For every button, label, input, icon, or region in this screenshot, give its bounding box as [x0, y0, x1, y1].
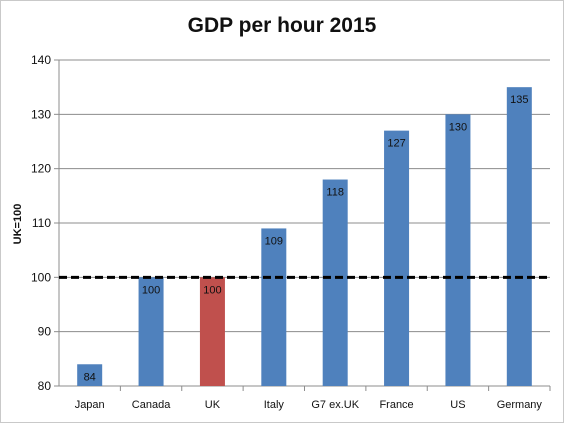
data-label: 109	[265, 235, 283, 247]
data-label: 127	[387, 138, 405, 150]
bar-italy	[261, 228, 287, 386]
x-tick-label: US	[450, 399, 465, 411]
x-tick-label: Italy	[264, 399, 285, 411]
x-tick-label: France	[379, 399, 413, 411]
y-tick-label: 130	[31, 107, 51, 121]
label-layer: Japan 84 Canada 100 UK 100 Italy 109 G7 ex.UK 118…	[75, 94, 543, 411]
y-tick-label: 110	[32, 216, 51, 230]
x-tick-label: Canada	[132, 399, 171, 411]
data-label: 84	[84, 371, 96, 383]
grid-layer	[59, 59, 550, 387]
bar-japan	[77, 364, 103, 386]
y-tick-label: 120	[31, 162, 51, 176]
y-tick-label: 140	[31, 53, 51, 67]
y-tick-label: 90	[38, 325, 52, 339]
bar-layer	[77, 87, 532, 387]
data-label: 130	[449, 121, 467, 133]
bar-germany	[506, 87, 532, 387]
bar-uk	[199, 277, 225, 386]
x-tick-label: Germany	[497, 399, 543, 411]
bar-canada	[138, 277, 164, 386]
bar-france	[384, 130, 410, 386]
data-label: 100	[203, 284, 221, 296]
chart-title: GDP per hour 2015	[187, 14, 377, 37]
data-label: 135	[510, 94, 528, 106]
x-tick-label: G7 ex.UK	[311, 399, 359, 411]
x-tick-label: Japan	[75, 399, 105, 411]
y-tick-label: 80	[38, 379, 52, 393]
bar-g7-ex-uk	[322, 179, 348, 386]
x-tick-label: UK	[205, 399, 221, 411]
data-label: 100	[142, 284, 160, 296]
data-label: 118	[326, 187, 344, 199]
y-tick-label: 100	[31, 270, 51, 284]
bar-us	[445, 114, 471, 386]
